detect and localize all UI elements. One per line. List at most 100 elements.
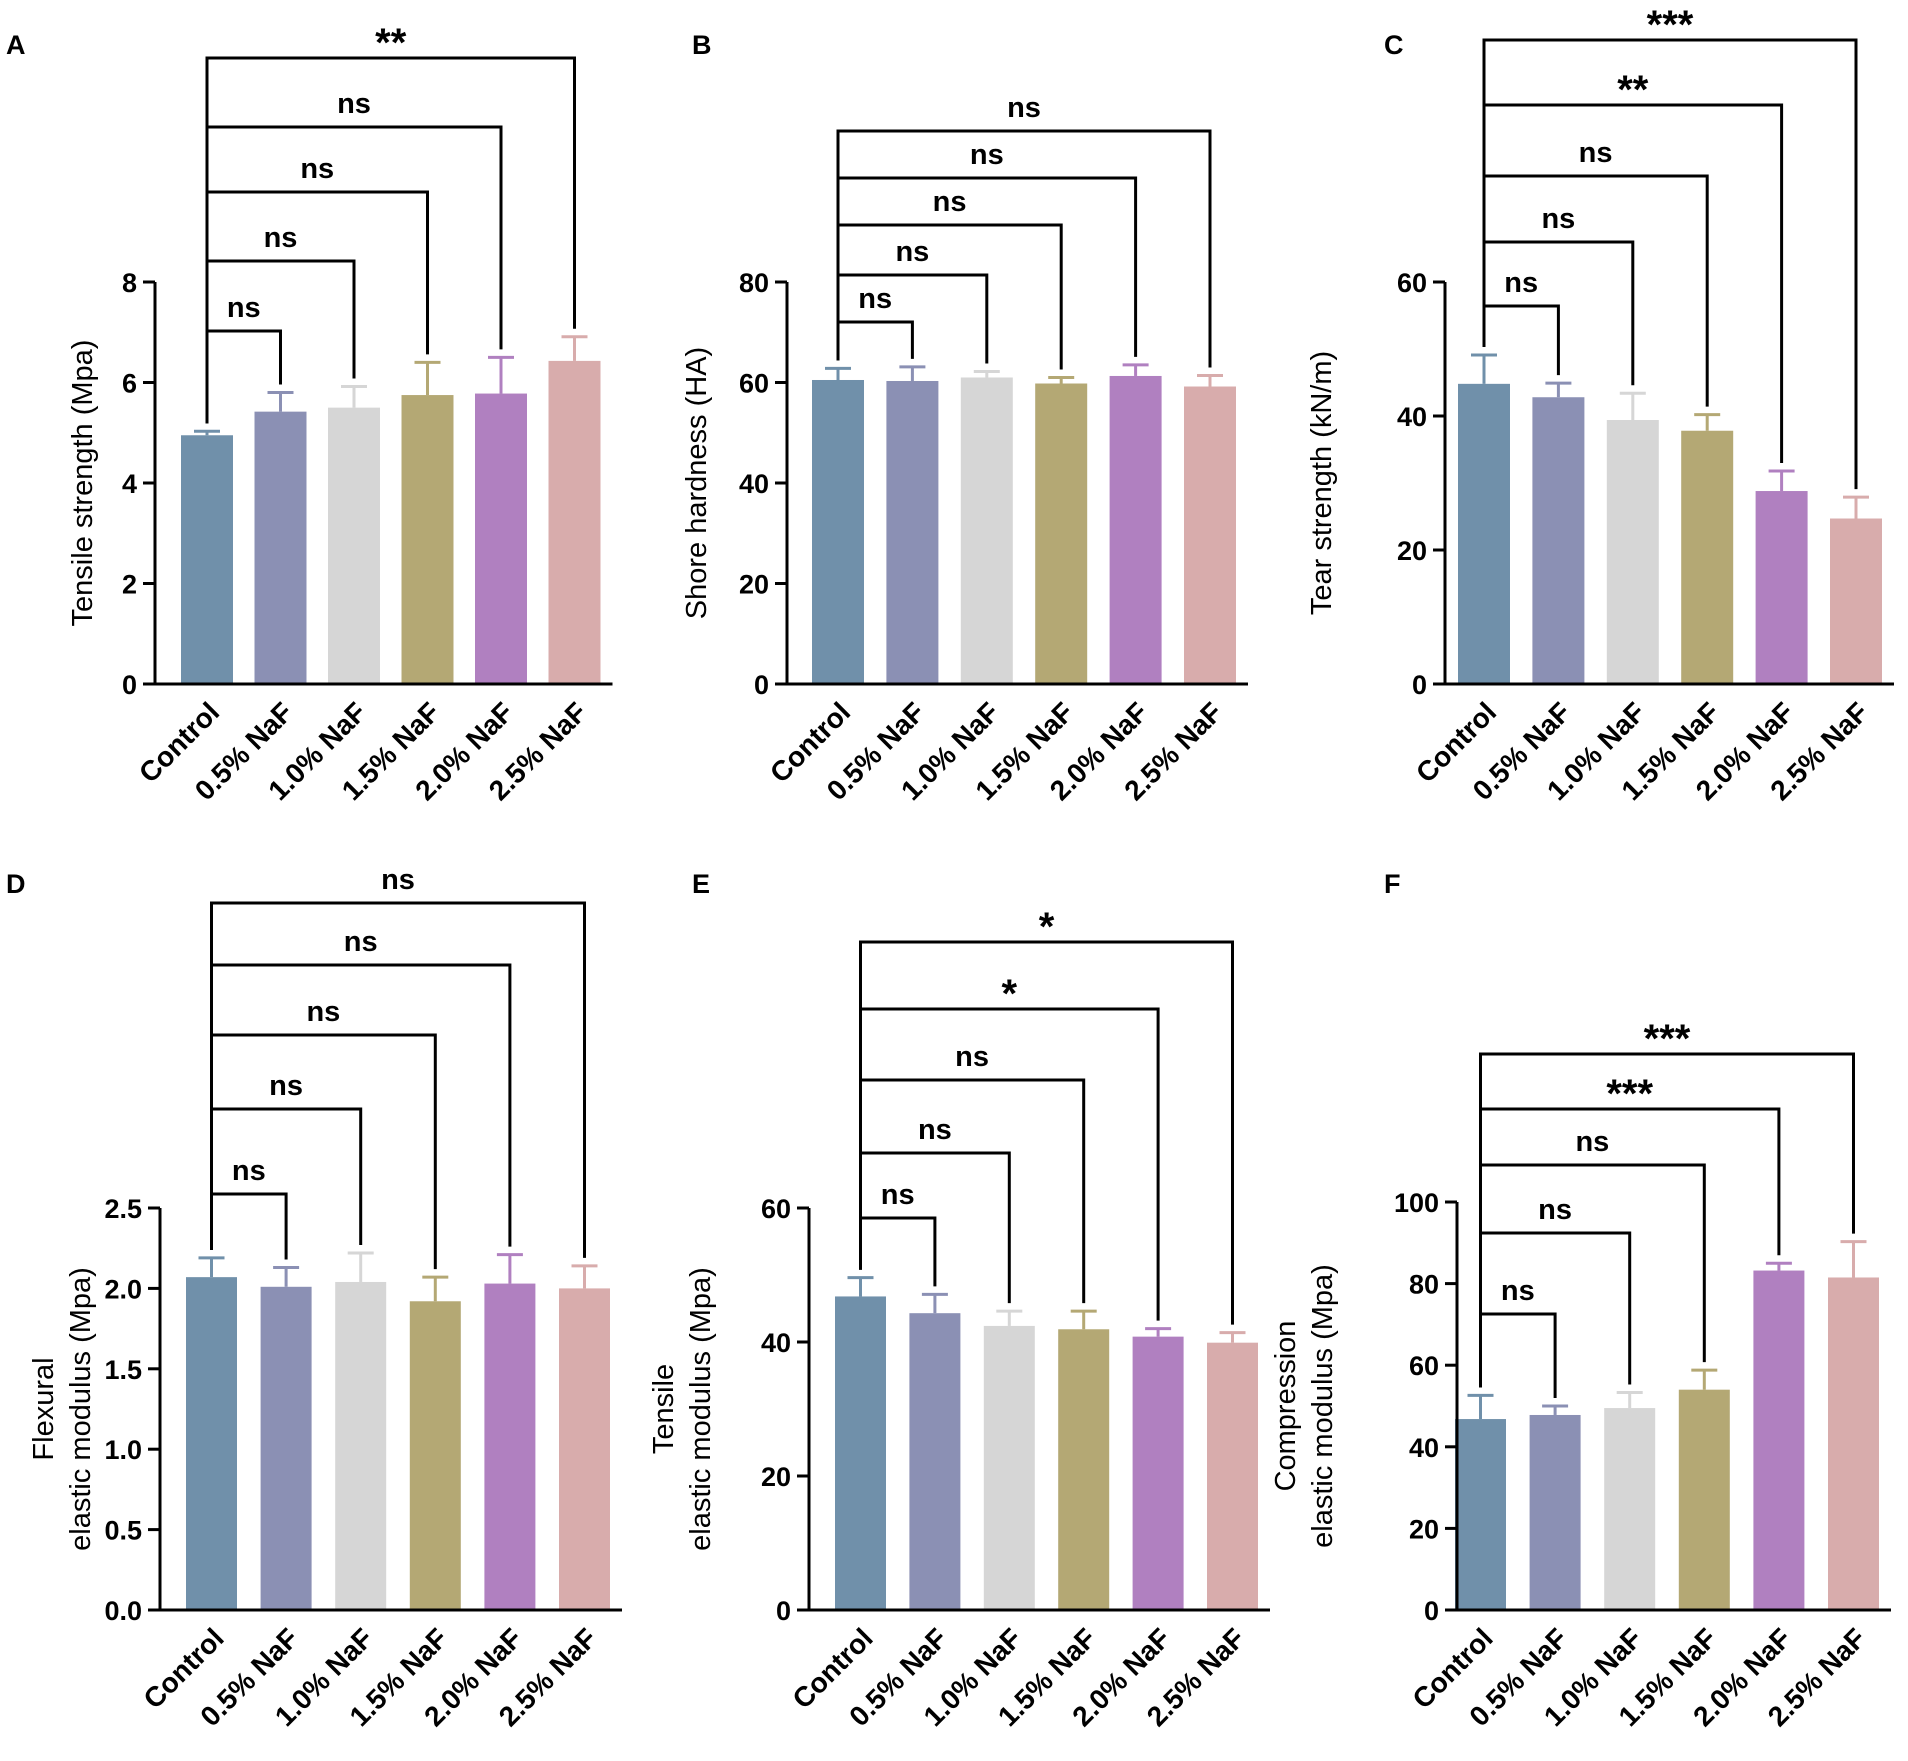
bar-1 <box>1455 1419 1506 1610</box>
significance-label: ns <box>1501 1275 1535 1307</box>
y-axis-title: Tear strength (kN/m) <box>1306 351 1338 615</box>
y-tick-label: 0 <box>1424 1596 1439 1626</box>
significance-bracket <box>210 1033 437 1270</box>
significance-label: ns <box>1538 1194 1572 1226</box>
significance-bracket <box>205 329 282 424</box>
bar-2 <box>1532 397 1585 684</box>
y-tick-label: 40 <box>1397 402 1427 432</box>
y-tick-label: 60 <box>1409 1351 1439 1381</box>
significance-bracket <box>1482 304 1560 376</box>
y-axis-title: elastic modulus (Mpa) <box>65 1267 97 1551</box>
bar-2 <box>254 411 307 684</box>
y-tick-label: 40 <box>739 469 769 499</box>
bar-2 <box>260 1286 312 1610</box>
bar-4 <box>401 395 454 684</box>
y-tick-label: 20 <box>1409 1514 1439 1544</box>
y-tick-label: 0 <box>776 1596 791 1626</box>
y-tick-label: 0 <box>754 670 769 700</box>
significance-label: ns <box>895 236 929 268</box>
significance-bracket <box>1482 38 1858 490</box>
bar-3 <box>335 1281 387 1610</box>
bar-1 <box>181 435 233 684</box>
bar-4 <box>1035 383 1088 684</box>
y-axis-title: elastic modulus (Mpa) <box>685 1267 717 1551</box>
bar-6 <box>1207 1342 1258 1610</box>
significance-label: * <box>1002 972 1018 1016</box>
significance-label: *** <box>1644 1017 1691 1061</box>
y-tick-label: 80 <box>1409 1270 1439 1300</box>
significance-bracket <box>1479 1312 1557 1398</box>
significance-label: ns <box>337 88 371 120</box>
y-tick-label: 1.5 <box>104 1355 142 1385</box>
y-tick-label: 2.5 <box>104 1194 142 1224</box>
bar-5 <box>1753 1270 1805 1610</box>
y-tick-label: 80 <box>739 268 769 298</box>
bar-5 <box>484 1283 536 1610</box>
bar-4 <box>1058 1329 1110 1610</box>
bar-3 <box>960 377 1013 684</box>
y-tick-label: 20 <box>761 1462 791 1492</box>
significance-label: *** <box>1647 3 1694 47</box>
y-tick-label: 6 <box>122 369 137 399</box>
significance-bracket <box>210 1192 288 1260</box>
significance-label: ns <box>306 996 340 1028</box>
significance-label: ns <box>264 222 298 254</box>
y-tick-label: 2 <box>122 570 137 600</box>
bar-6 <box>559 1288 610 1610</box>
bar-5 <box>1132 1336 1184 1610</box>
significance-bracket <box>1479 1052 1855 1388</box>
bar-5 <box>475 393 527 684</box>
significance-label: ns <box>269 1070 303 1102</box>
significance-label: ** <box>1617 68 1649 112</box>
panel-letter: D <box>6 869 26 899</box>
y-tick-label: 100 <box>1394 1188 1439 1218</box>
bar-1 <box>1458 383 1510 684</box>
bar-6 <box>548 360 601 684</box>
bar-6 <box>1828 1277 1879 1610</box>
bar-5 <box>1755 491 1808 684</box>
y-axis-title: Compression <box>1270 1321 1302 1492</box>
significance-label: ns <box>300 153 334 185</box>
y-tick-label: 0 <box>1412 670 1427 700</box>
bar-3 <box>1604 1408 1656 1610</box>
bar-4 <box>409 1301 461 1610</box>
bar-4 <box>1678 1389 1730 1610</box>
significance-bracket <box>205 56 576 424</box>
y-tick-label: 0.0 <box>104 1596 142 1626</box>
significance-label: ns <box>955 1041 989 1073</box>
y-axis-title: Tensile strength (Mpa) <box>67 340 99 627</box>
y-tick-label: 60 <box>739 369 769 399</box>
significance-label: ns <box>970 139 1004 171</box>
significance-label: ** <box>375 21 407 65</box>
y-tick-label: 4 <box>122 469 137 499</box>
bar-3 <box>328 407 380 684</box>
significance-label: ns <box>1541 203 1575 235</box>
panel-letter: B <box>692 30 712 60</box>
significance-label: ns <box>881 1179 915 1211</box>
y-tick-label: 2.0 <box>104 1274 142 1304</box>
significance-label: ns <box>933 186 967 218</box>
panel-letter: E <box>692 869 710 899</box>
bar-6 <box>1830 518 1882 684</box>
y-tick-label: 20 <box>739 570 769 600</box>
significance-label: ns <box>1504 267 1538 299</box>
significance-label: *** <box>1606 1072 1653 1116</box>
significance-bracket <box>210 901 586 1258</box>
bar-1 <box>835 1296 886 1610</box>
y-axis-title: Shore hardness (HA) <box>681 347 713 619</box>
y-tick-label: 20 <box>1397 536 1427 566</box>
bar-2 <box>1529 1414 1581 1610</box>
significance-bracket <box>859 1216 937 1287</box>
panel-letter: C <box>1384 30 1404 60</box>
significance-label: ns <box>858 283 892 315</box>
y-tick-label: 8 <box>122 268 137 298</box>
significance-label: ns <box>381 864 415 896</box>
significance-bracket <box>836 320 914 361</box>
significance-label: ns <box>1007 92 1041 124</box>
bar-5 <box>1109 375 1162 684</box>
